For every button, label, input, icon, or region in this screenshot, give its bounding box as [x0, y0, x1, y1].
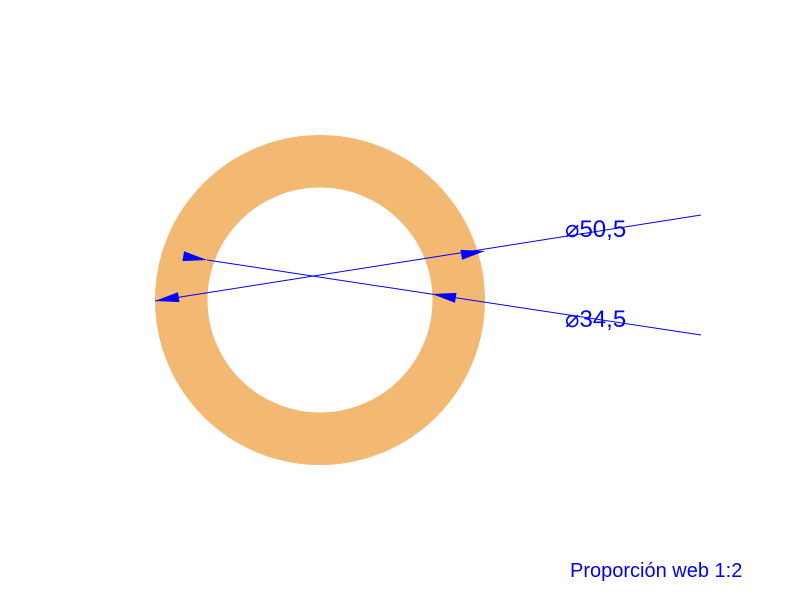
- drawing-svg: [0, 0, 800, 600]
- ring-shape: [155, 135, 485, 465]
- dimension-inner-label: ⌀34,5: [565, 305, 626, 334]
- technical-drawing: ⌀50,5 ⌀34,5 Proporción web 1:2: [0, 0, 800, 600]
- dimension-outer-label: ⌀50,5: [565, 215, 626, 244]
- scale-footer: Proporción web 1:2: [570, 560, 742, 583]
